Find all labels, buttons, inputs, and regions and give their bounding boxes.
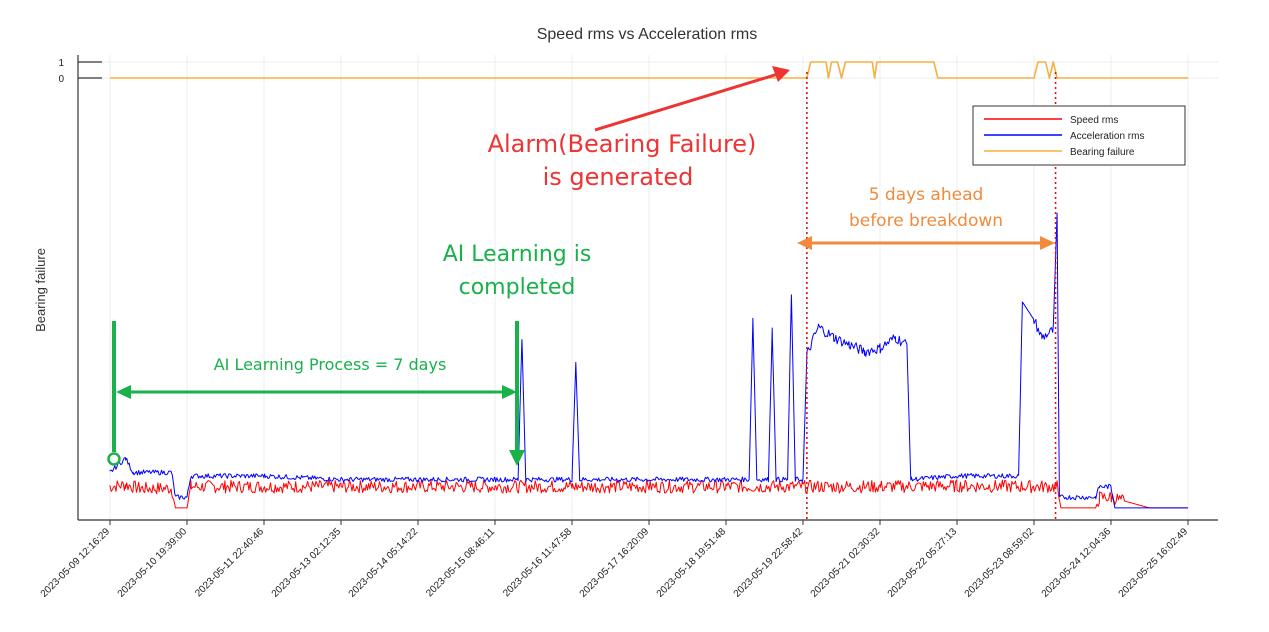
y-tick-label: 0 [58,74,64,85]
series-line-speed-rms [109,479,1188,509]
x-tick-label: 2023-05-19 22:58:42 [732,526,806,600]
x-tick-label: 2023-05-24 12:04:36 [1040,526,1114,600]
legend: Speed rms Acceleration rms Bearing failu… [972,105,1186,166]
x-tick-label: 2023-05-17 16:20:09 [578,526,652,600]
x-tick-label: 2023-05-14 05:14:22 [347,526,421,600]
learning-completed-annotation: AI Learning is completed [443,242,592,466]
series-line-acceleration-rms [109,212,1188,509]
alarm-annotation: Alarm(Bearing Failure) is generated [488,66,790,191]
learning-process-arrow-head-left [116,385,131,399]
ahead-annotation: 5 days ahead before breakdown [797,185,1055,250]
y-axis-label: Bearing failure [33,248,48,332]
x-tick-label: 2023-05-22 05:27:13 [886,526,960,600]
x-tick-label: 2023-05-11 22:40:46 [193,526,266,599]
learning-completed-line2: completed [459,275,576,300]
ahead-text-line2: before breakdown [849,211,1003,231]
learning-start-marker [107,452,121,466]
ahead-arrow-head-left [797,236,812,250]
legend-label-bearing: Bearing failure [1070,147,1135,158]
learning-process-text: AI Learning Process = 7 days [214,355,447,374]
y-tick-labels: 10 [58,58,64,85]
alarm-text-line2: is generated [543,163,694,191]
legend-label-speed: Speed rms [1070,115,1118,126]
x-tick-label: 2023-05-10 19:39:00 [116,526,190,600]
x-tick-label: 2023-05-13 02:12:35 [270,526,344,600]
series-layer [109,61,1188,509]
x-tick-label: 2023-05-21 02:30:32 [809,526,883,600]
learning-end-arrow-head [509,450,525,466]
x-tick-label: 2023-05-09 12:16:29 [39,526,113,600]
x-tick-label: 2023-05-25 16:02:49 [1117,526,1191,600]
legend-label-acceleration: Acceleration rms [1070,131,1144,142]
axes [77,55,1218,525]
learning-process-arrow-head-right [502,385,517,399]
x-tick-label: 2023-05-16 11:47:58 [501,526,574,599]
alarm-text-line1: Alarm(Bearing Failure) [488,130,757,158]
ahead-arrow-head-right [1040,236,1055,250]
ahead-text-line1: 5 days ahead [869,185,984,205]
x-tick-label: 2023-05-18 19:51:48 [655,526,729,600]
x-tick-labels: 2023-05-09 12:16:29 2023-05-10 19:39:00 20… [39,526,1191,600]
chart-title: Speed rms vs Acceleration rms [537,26,758,43]
y-tick-label: 1 [58,58,64,69]
learning-process-annotation: AI Learning Process = 7 days [107,321,517,466]
series-line-bearing-failure [110,61,1188,79]
x-tick-label: 2023-05-15 08:46:11 [424,526,497,599]
x-tick-label: 2023-05-23 08:59:02 [963,526,1037,600]
alarm-arrow-head [772,66,790,82]
alarm-arrow-shaft [594,72,779,132]
learning-completed-line1: AI Learning is [443,242,592,267]
